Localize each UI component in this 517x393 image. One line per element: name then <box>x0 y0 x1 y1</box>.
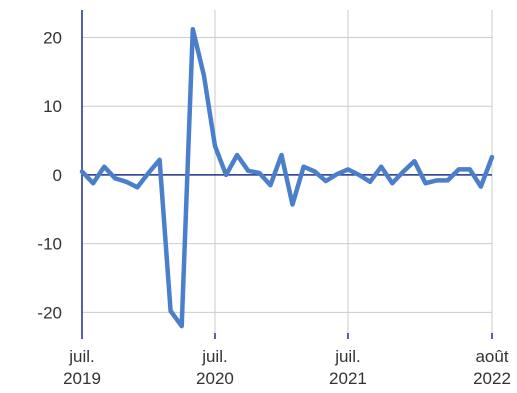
x-tick-label-month: août <box>475 347 508 366</box>
series-layer <box>79 26 495 329</box>
tick-labels: 20 10 0 -10 -20 juil. 2019 juil. 2020 juil. 2021 ao… <box>37 28 510 388</box>
x-tick-label-year: 2021 <box>329 369 367 388</box>
y-tick-label: 20 <box>43 28 62 47</box>
x-tick-label-year: 2019 <box>63 369 101 388</box>
series-line <box>79 26 495 329</box>
x-tick-label-month: juil. <box>68 347 95 366</box>
x-tick-label-year: 2022 <box>473 369 511 388</box>
x-tick-label-month: juil. <box>201 347 228 366</box>
y-tick-label: 0 <box>53 166 62 185</box>
x-tick-label-month: juil. <box>334 347 361 366</box>
y-tick-label: -10 <box>37 235 62 254</box>
y-tick-label: 10 <box>43 97 62 116</box>
x-tick-label-year: 2020 <box>196 369 234 388</box>
y-tick-label: -20 <box>37 303 62 322</box>
